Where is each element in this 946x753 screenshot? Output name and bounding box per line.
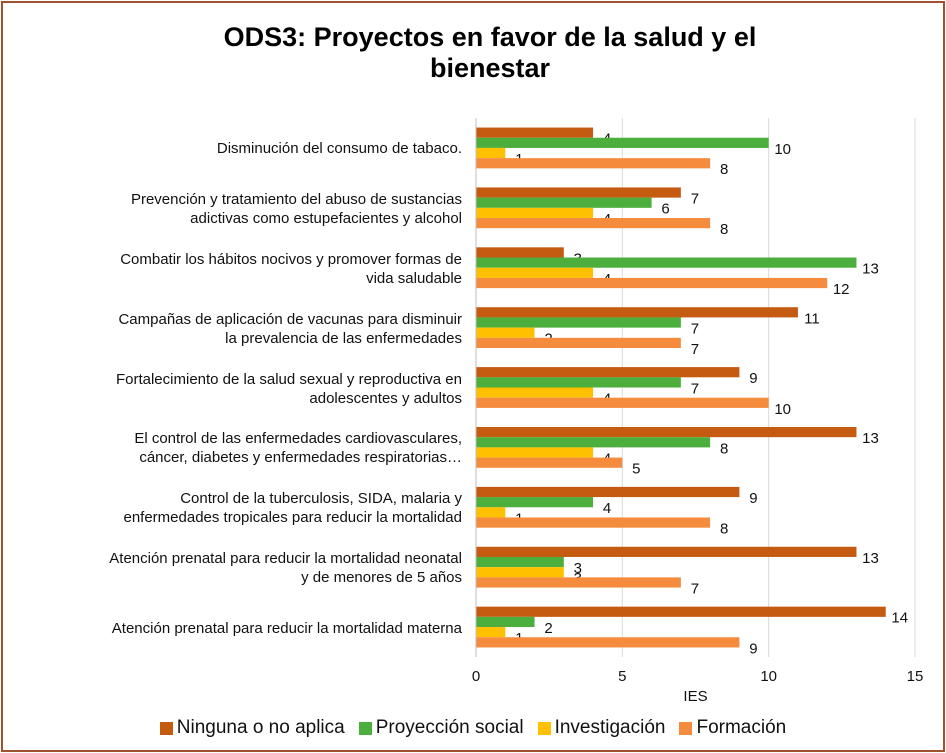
bar	[476, 377, 681, 388]
bar	[476, 517, 711, 528]
value-label: 10	[774, 141, 791, 158]
y-tick-label: Campañas de aplicación de vacunas para d…	[118, 310, 462, 347]
value-label: 3	[574, 560, 582, 577]
bar	[476, 137, 769, 148]
x-axis-label: IES	[683, 688, 707, 705]
value-label: 7	[691, 341, 699, 358]
bar	[476, 387, 594, 398]
x-tick-label: 0	[472, 668, 480, 685]
x-tick-label: 15	[907, 668, 924, 685]
bar	[476, 158, 711, 169]
bar	[476, 556, 564, 568]
legend-item: Formación	[679, 717, 786, 739]
y-tick-label: El control de las enfermedades cardiovas…	[134, 430, 462, 467]
bar	[476, 426, 857, 438]
chart-title: ODS3: Proyectos en favor de la salud y e…	[223, 22, 757, 83]
value-label: 4	[603, 500, 611, 517]
bar	[476, 437, 711, 448]
legend-swatch	[358, 721, 372, 735]
bar	[476, 507, 506, 518]
legend-label: Investigación	[554, 717, 666, 738]
value-label: 7	[691, 191, 699, 208]
bar	[476, 616, 535, 628]
value-label: 11	[804, 310, 820, 327]
bar	[476, 567, 564, 578]
y-tick-label: Prevención y tratamiento del abuso de su…	[130, 190, 462, 227]
bar	[476, 277, 828, 289]
value-label: 2	[544, 620, 552, 637]
value-label: 13	[862, 430, 879, 447]
bar	[476, 147, 506, 159]
bar	[476, 207, 594, 219]
x-tick-label: 5	[618, 668, 626, 685]
legend-swatch	[537, 721, 551, 735]
bar	[476, 486, 740, 498]
value-label: 8	[720, 161, 728, 178]
legend-swatch	[679, 721, 693, 735]
bar	[476, 606, 886, 617]
value-label: 8	[720, 521, 728, 538]
bar	[476, 337, 681, 349]
bar	[476, 187, 681, 198]
value-label: 7	[691, 580, 699, 597]
bar	[476, 267, 594, 278]
y-tick-label: Disminución del consumo de tabaco.	[216, 140, 462, 158]
value-label: 8	[720, 221, 728, 238]
bar	[476, 457, 623, 468]
y-tick-label: Combatir los hábitos nocivos y promover …	[120, 250, 462, 287]
bar	[476, 577, 681, 588]
bar	[476, 327, 535, 338]
y-tick-label: Control de la tuberculosis, SIDA, malari…	[123, 490, 462, 527]
legend-label: Formación	[696, 717, 787, 738]
value-label: 9	[749, 490, 757, 507]
legend-swatch	[159, 721, 173, 735]
value-label: 14	[891, 610, 908, 627]
bar	[476, 637, 740, 648]
value-label: 13	[862, 550, 879, 567]
y-tick-label: Atención prenatal para reducir la mortal…	[109, 550, 462, 587]
value-label: 9	[749, 640, 757, 657]
value-label: 8	[720, 440, 728, 457]
y-tick-label: Atención prenatal para reducir la mortal…	[111, 619, 462, 637]
y-tick-label: Fortalecimiento de la salud sexual y rep…	[115, 370, 462, 407]
bar	[476, 546, 857, 557]
bar	[476, 307, 798, 318]
value-label: 7	[691, 380, 699, 397]
bar	[476, 447, 594, 458]
value-label: 9	[749, 370, 757, 387]
bar	[476, 218, 711, 229]
bar	[476, 497, 594, 508]
legend: Ninguna o no aplica Proyección social Inve…	[0, 717, 946, 739]
bar	[476, 257, 857, 268]
bar	[476, 397, 769, 408]
bar	[476, 127, 594, 138]
x-tick-label: 10	[760, 668, 777, 685]
bar	[476, 367, 740, 378]
legend-item: Investigación	[537, 717, 666, 739]
legend-label: Ninguna o no aplica	[176, 717, 345, 738]
bar	[476, 627, 506, 638]
bar	[476, 247, 564, 258]
bar	[476, 317, 681, 328]
value-label: 13	[862, 261, 879, 278]
value-label: 10	[774, 401, 791, 418]
legend-item: Proyección social	[358, 717, 524, 739]
value-label: 12	[833, 281, 850, 298]
value-label: 5	[632, 461, 640, 478]
bar	[476, 197, 652, 208]
value-label: 6	[661, 201, 669, 218]
legend-label: Proyección social	[375, 717, 524, 738]
value-label: 7	[691, 320, 699, 337]
legend-item: Ninguna o no aplica	[159, 717, 345, 739]
